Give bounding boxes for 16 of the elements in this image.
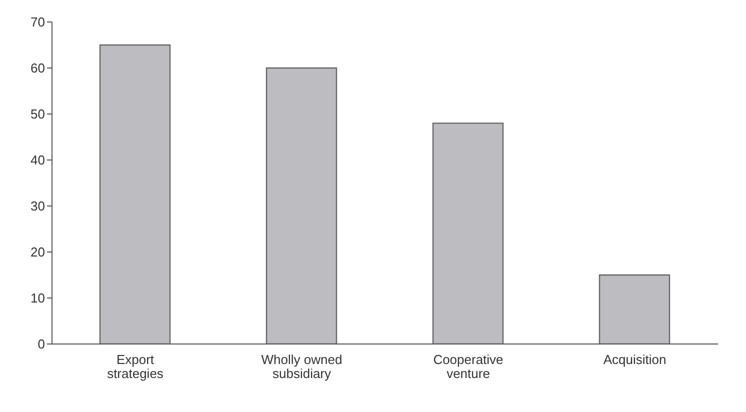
y-tick-label: 0: [38, 336, 45, 352]
bar: [99, 44, 171, 344]
y-tick-label: 40: [30, 152, 45, 168]
bar: [598, 274, 670, 344]
x-tick-label: Cooperative venture: [433, 352, 504, 381]
y-tick-label: 10: [30, 290, 45, 306]
y-tick-label: 60: [30, 60, 45, 76]
x-tick-label: Wholly owned subsidiary: [261, 352, 342, 381]
bar: [432, 122, 504, 344]
y-tick-label: 30: [30, 198, 45, 214]
y-tick-label: 50: [30, 106, 45, 122]
x-tick-label: Acquisition: [603, 352, 666, 367]
x-tick-label: Export strategies: [107, 352, 164, 381]
bar: [266, 67, 338, 344]
y-tick-label: 20: [30, 244, 45, 260]
y-tick-label: 70: [30, 14, 45, 30]
